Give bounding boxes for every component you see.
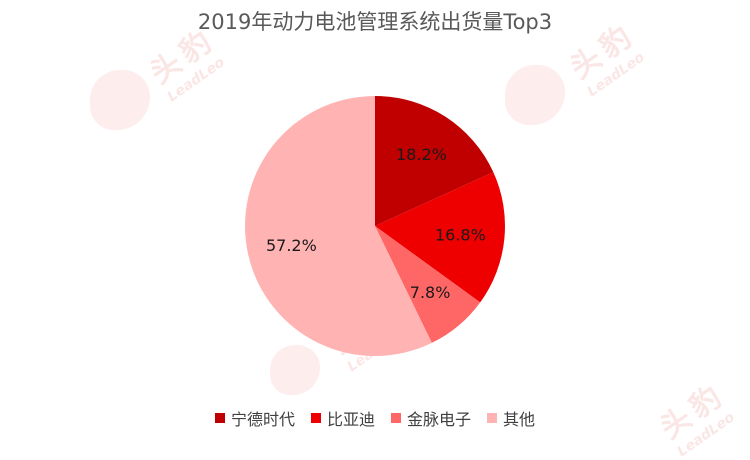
watermark-logo-blob xyxy=(90,70,150,130)
pie-data-label: 7.8% xyxy=(410,283,451,302)
pie-data-label: 16.8% xyxy=(435,226,486,245)
pie-slice xyxy=(375,226,481,343)
legend-item: 宁德时代 xyxy=(214,406,295,430)
legend-swatch xyxy=(310,413,321,423)
watermark-logo-blob xyxy=(270,345,320,395)
legend-item: 比亚迪 xyxy=(310,406,375,430)
pie-slice xyxy=(375,96,494,226)
pie-data-label: 18.2% xyxy=(396,145,447,164)
pie-slice xyxy=(375,172,505,303)
legend-swatch xyxy=(487,413,498,423)
legend-label: 金脉电子 xyxy=(407,410,472,429)
legend-item: 金脉电子 xyxy=(391,406,471,430)
legend-swatch xyxy=(391,413,401,423)
pie-chart: 18.2% 16.8% 7.8% 57.2% xyxy=(244,95,505,356)
legend-label: 宁德时代 xyxy=(230,410,295,429)
watermark-logo-blob xyxy=(505,65,565,125)
chart-legend: 宁德时代 比亚迪 金脉电子 其他 xyxy=(0,406,750,430)
chart-title: 2019年动力电池管理系统出货量Top3 xyxy=(197,10,553,34)
pie-data-label: 57.2% xyxy=(266,236,317,255)
legend-swatch xyxy=(214,413,225,423)
pie-slice xyxy=(244,95,432,356)
legend-item: 其他 xyxy=(487,406,535,430)
legend-label: 其他 xyxy=(503,410,536,429)
legend-label: 比亚迪 xyxy=(326,410,375,429)
